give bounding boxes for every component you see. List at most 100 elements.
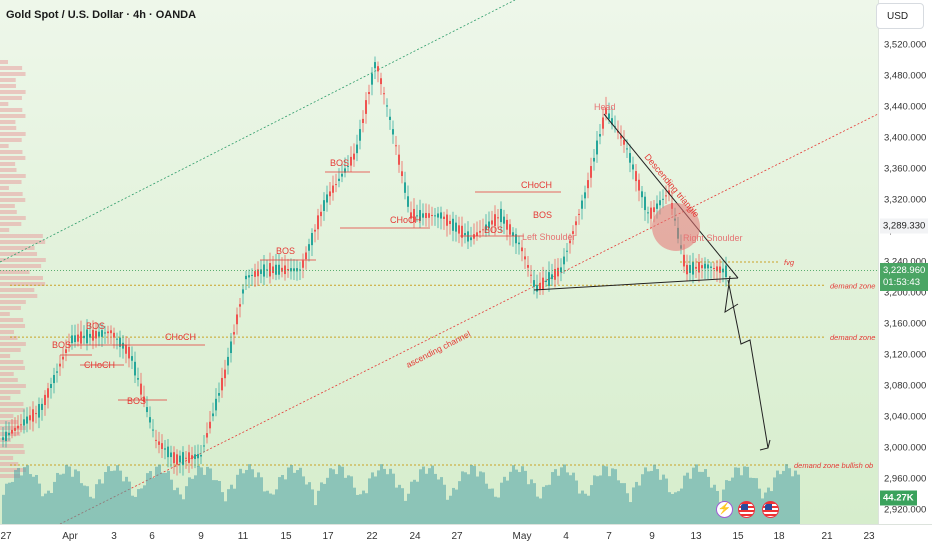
candle-body xyxy=(299,269,301,271)
volume-bar xyxy=(407,493,410,524)
candle-body xyxy=(74,335,76,343)
volume-profile-bar xyxy=(0,216,26,220)
volume-profile-bar xyxy=(0,114,26,118)
candle-body xyxy=(245,275,247,280)
volume-bar xyxy=(773,477,776,524)
time-tick-label: 7 xyxy=(606,531,612,542)
candle-body xyxy=(380,78,382,85)
volume-bar xyxy=(791,476,794,524)
candle-body xyxy=(485,224,487,230)
candle-body xyxy=(599,134,601,137)
volume-bar xyxy=(14,469,17,524)
volume-bar xyxy=(353,487,356,524)
candle-body xyxy=(398,154,400,165)
candle-body xyxy=(440,212,442,219)
volume-bar xyxy=(152,477,155,524)
volume-bar xyxy=(443,484,446,524)
candle-body xyxy=(524,256,526,260)
candle-body xyxy=(596,140,598,155)
volume-bar xyxy=(797,474,800,524)
price-tick-label: 3,080.000 xyxy=(884,380,927,392)
candle-body xyxy=(587,180,589,189)
time-axis[interactable] xyxy=(0,524,932,551)
volume-bar xyxy=(752,477,755,524)
candle-body xyxy=(371,73,373,85)
lightning-icon[interactable]: ⚡ xyxy=(716,501,733,518)
volume-bar xyxy=(170,479,173,524)
candle-body xyxy=(389,116,391,120)
volume-bar xyxy=(563,464,566,524)
volume-bar xyxy=(314,505,317,524)
candle-body xyxy=(14,427,16,431)
candle-body xyxy=(515,234,517,244)
price-chart[interactable]: fvg demand zone demand zone demand zone bul… xyxy=(0,0,878,524)
volume-bar xyxy=(227,489,230,524)
volume-bar xyxy=(545,485,548,524)
time-tick-label: 21 xyxy=(821,531,833,542)
volume-bar xyxy=(380,464,383,524)
volume-bar xyxy=(92,498,95,524)
candle-body xyxy=(446,214,448,226)
time-tick-label: 15 xyxy=(732,531,744,542)
volume-profile-bar xyxy=(0,276,43,280)
candle-body xyxy=(89,333,91,338)
currency-selector[interactable]: USD xyxy=(876,3,924,29)
candle-body xyxy=(137,378,139,380)
structure-label: BOS xyxy=(86,321,105,331)
candle-body xyxy=(26,416,28,424)
candle-body xyxy=(332,185,334,193)
volume-bar xyxy=(527,484,530,524)
candle-body xyxy=(611,118,613,125)
volume-bar xyxy=(431,465,434,524)
volume-bar xyxy=(548,484,551,524)
volume-bar xyxy=(302,476,305,524)
candle-body xyxy=(632,164,634,170)
plot-area[interactable]: fvg demand zone demand zone demand zone bul… xyxy=(0,0,878,524)
candle-body xyxy=(185,457,187,459)
volume-bar xyxy=(599,475,602,524)
volume-profile-bar xyxy=(0,372,14,376)
volume-bar xyxy=(74,469,77,524)
time-tick-label: 18 xyxy=(773,531,785,542)
us-flag-icon[interactable] xyxy=(738,501,755,518)
time-tick-label: 27 xyxy=(451,531,463,542)
candle-body xyxy=(563,256,565,265)
volume-profile-bar xyxy=(0,120,16,124)
candle-body xyxy=(686,264,688,275)
candle-body xyxy=(23,419,25,426)
price-axis[interactable] xyxy=(878,0,932,524)
candle-body xyxy=(8,432,10,436)
volume-bar xyxy=(191,478,194,524)
volume-bar xyxy=(554,469,557,524)
volume-bar xyxy=(323,483,326,524)
time-tick-label: 24 xyxy=(409,531,421,542)
candle-body xyxy=(56,371,58,373)
volume-bar xyxy=(248,464,251,524)
volume-bar xyxy=(509,471,512,524)
volume-bar xyxy=(320,482,323,524)
candle-body xyxy=(236,314,238,325)
volume-bar xyxy=(677,491,680,524)
candle-body xyxy=(197,454,199,459)
pattern-label-head: Head xyxy=(594,102,616,112)
volume-bar xyxy=(59,474,62,524)
volume-bar xyxy=(389,468,392,524)
candle-body xyxy=(230,341,232,354)
candle-body xyxy=(575,221,577,226)
candle-body xyxy=(374,62,376,69)
candle-body xyxy=(359,129,361,141)
us-flag-icon[interactable] xyxy=(762,501,779,518)
volume-bar xyxy=(755,478,758,524)
structure-label: BOS xyxy=(330,158,349,168)
volume-bar xyxy=(446,499,449,524)
price-tick-label: 3,400.000 xyxy=(884,132,927,144)
candle-body xyxy=(53,374,55,384)
volume-bar xyxy=(176,487,179,524)
time-tick-label: 11 xyxy=(237,531,249,542)
candle-body xyxy=(665,195,667,197)
candle-body xyxy=(62,356,64,360)
volume-bar xyxy=(515,469,518,524)
volume-bar xyxy=(62,473,65,524)
candle-body xyxy=(182,452,184,465)
candle-body xyxy=(314,229,316,232)
